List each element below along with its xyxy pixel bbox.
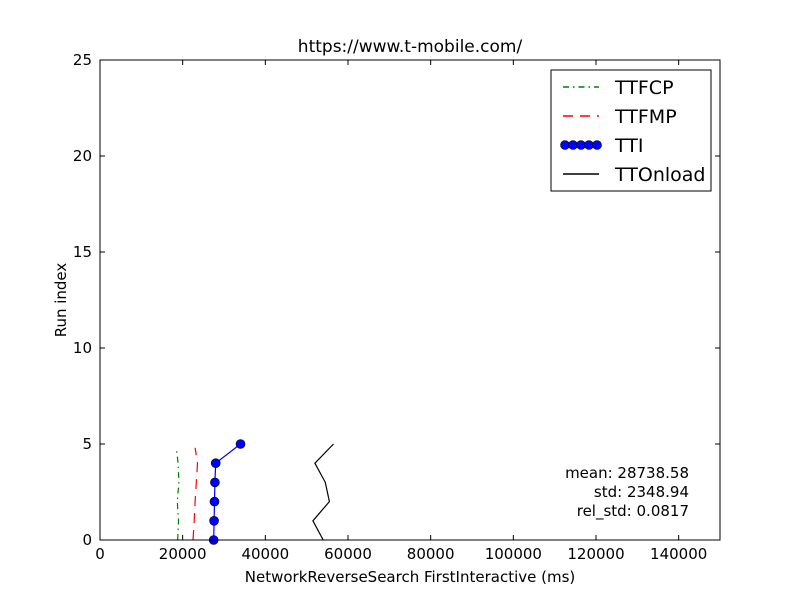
stats-annotations: mean: 28738.58 std: 2348.94 rel_std: 0.0… bbox=[565, 464, 689, 521]
legend-label: TTFCP bbox=[614, 77, 674, 99]
legend: TTFCP TTFMP TTI TTOnload bbox=[550, 69, 712, 192]
y-axis-label: Run index bbox=[52, 263, 70, 338]
legend-item-tti: TTI bbox=[560, 135, 643, 157]
y-tick-label: 25 bbox=[73, 51, 92, 69]
legend-item-ttfmp: TTFMP bbox=[563, 106, 677, 128]
legend-items: TTFCP TTFMP TTI TTOnload bbox=[560, 77, 705, 186]
data-point-tti bbox=[235, 439, 246, 449]
stat-rel-std: rel_std: 0.0817 bbox=[577, 502, 689, 521]
ticks-layer: 0 20000 40000 60000 80000 100000 120000 140000 0… bbox=[73, 51, 720, 563]
series-ttfcp bbox=[175, 449, 180, 541]
legend-marker bbox=[584, 140, 594, 150]
series-ttonload bbox=[312, 443, 334, 541]
y-tick-label: 0 bbox=[82, 531, 92, 549]
plot-frame bbox=[99, 59, 721, 541]
y-tick-label: 15 bbox=[73, 243, 92, 261]
data-point-tti bbox=[209, 515, 219, 526]
stat-std: std: 2348.94 bbox=[594, 483, 689, 501]
data-point-tti bbox=[210, 458, 221, 469]
chart-title: https://www.t-mobile.com/ bbox=[298, 37, 523, 57]
legend-label: TTFMP bbox=[614, 106, 677, 128]
x-axis-label: NetworkReverseSearch FirstInteractive (m… bbox=[245, 568, 576, 586]
x-tick-label: 80000 bbox=[407, 545, 455, 563]
legend-box bbox=[550, 69, 712, 192]
legend-marker bbox=[568, 140, 578, 150]
y-tick-label: 10 bbox=[73, 339, 92, 357]
x-tick-label: 0 bbox=[95, 545, 105, 563]
data-point-tti bbox=[210, 477, 220, 488]
x-tick-label: 140000 bbox=[650, 545, 707, 563]
legend-marker bbox=[576, 140, 586, 150]
legend-marker bbox=[592, 140, 602, 150]
x-tick-label: 120000 bbox=[567, 545, 624, 563]
x-tick-label: 20000 bbox=[159, 545, 207, 563]
legend-marker bbox=[560, 140, 570, 150]
legend-label: TTI bbox=[614, 135, 643, 157]
legend-item-ttonload: TTOnload bbox=[563, 164, 705, 186]
legend-label: TTOnload bbox=[614, 164, 705, 186]
stat-mean: mean: 28738.58 bbox=[565, 464, 689, 482]
legend-item-ttfcp: TTFCP bbox=[563, 77, 674, 99]
x-tick-label: 60000 bbox=[324, 545, 372, 563]
data-point-tti bbox=[209, 496, 220, 507]
x-tick-label: 40000 bbox=[241, 545, 289, 563]
y-tick-label: 20 bbox=[73, 147, 92, 165]
series-line-ttonload bbox=[312, 443, 334, 541]
y-tick-label: 5 bbox=[82, 435, 92, 453]
x-tick-label: 100000 bbox=[485, 545, 542, 563]
series-line-ttfcp bbox=[175, 449, 180, 541]
